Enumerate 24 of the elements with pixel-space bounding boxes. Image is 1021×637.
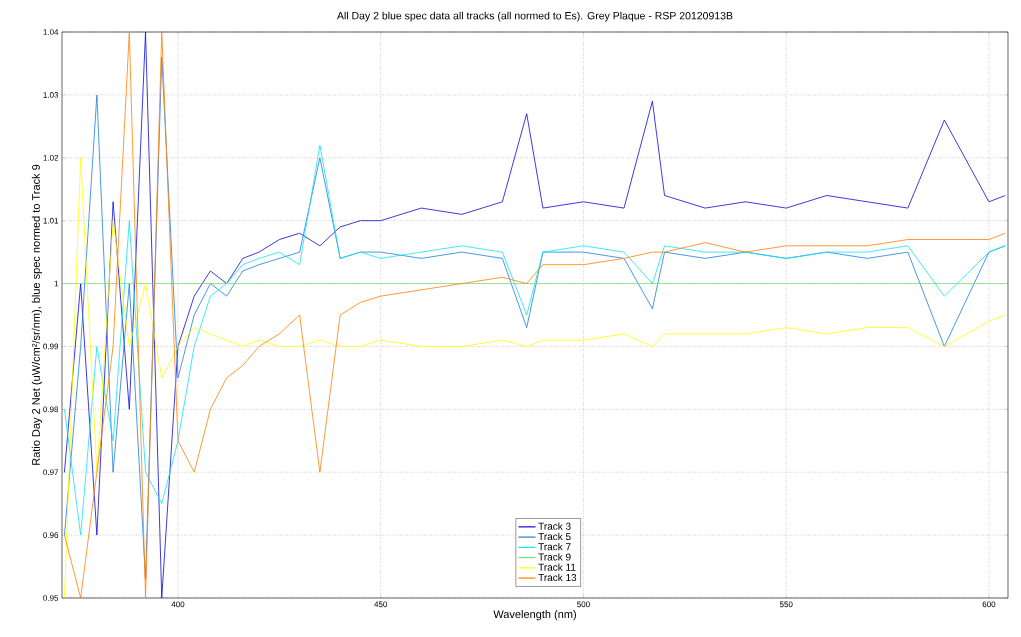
y-tick-label: 1.02 [43,154,59,161]
x-tick-label: 600 [982,601,996,608]
y-tick-label: 0.96 [43,532,59,538]
x-tick-label: 400 [171,601,185,608]
legend-label: Track 3 [538,522,571,530]
x-tick-label: 550 [779,601,793,608]
y-tick-label: 0.99 [43,343,59,350]
y-tick-label: 1.01 [43,217,59,224]
y-tick-label: 0.97 [43,469,59,476]
y-tick-label: 1.04 [43,29,59,35]
x-tick-label: 500 [577,601,590,608]
legend-label: Track 13 [538,573,577,582]
legend-label: Track 5 [538,532,571,541]
chart-title: All Day 2 blue spec data all tracks (all normed to Es). Grey Plaque - RSP 20120913B [336,11,733,22]
legend-label: Track 9 [538,553,571,561]
y-tick-label: 0.95 [43,595,59,601]
legend-label: Track 11 [538,563,576,571]
y-axis-title: Ratio Day 2 Net (uW/cm²/sr/nm), blue spec normed to Track 9 [31,164,43,465]
y-tick-label: 0.98 [43,406,59,413]
x-axis-title: Wavelength (nm) [493,610,576,621]
legend-label: Track 7 [538,542,571,551]
y-tick-label: 1.03 [43,92,59,98]
x-tick-label: 450 [374,601,388,608]
y-tick-label: 1 [54,280,59,287]
